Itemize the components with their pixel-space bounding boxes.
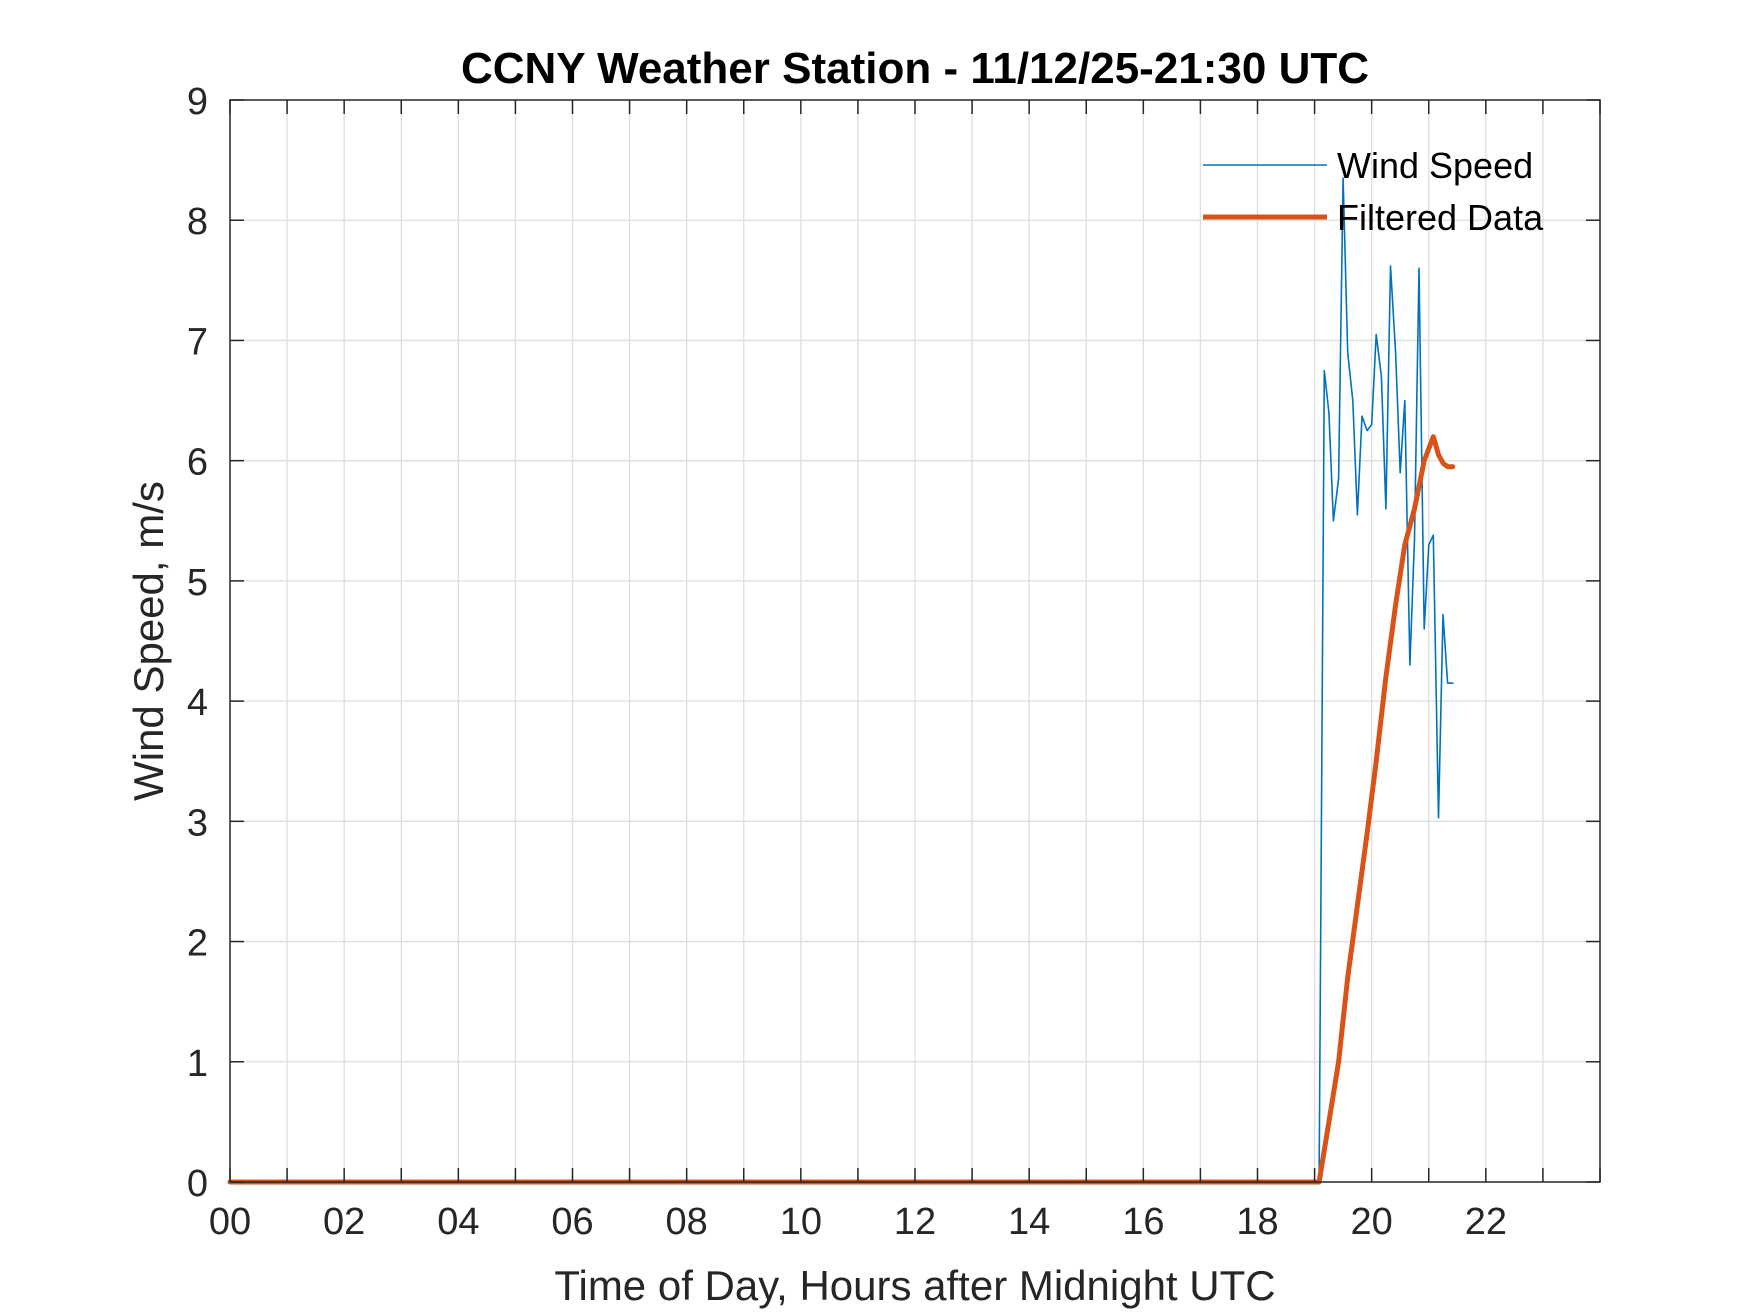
x-tick-label: 00 — [209, 1201, 251, 1243]
x-tick-label: 22 — [1465, 1201, 1507, 1243]
x-tick-label: 14 — [1008, 1201, 1050, 1243]
x-tick-label: 16 — [1122, 1201, 1164, 1243]
x-tick-label: 12 — [894, 1201, 936, 1243]
y-tick-label: 3 — [187, 802, 208, 844]
y-tick-label: 1 — [187, 1043, 208, 1085]
y-tick-label: 8 — [187, 201, 208, 243]
series-layer — [227, 177, 1456, 1185]
y-tick-label: 5 — [187, 562, 208, 604]
y-tick-label: 4 — [187, 682, 208, 724]
grid-layer — [230, 100, 1600, 1182]
y-tick-label: 6 — [187, 442, 208, 484]
tick-layer — [229, 99, 1601, 1183]
series-line-filtered-data — [227, 434, 1456, 1185]
y-tick-label: 7 — [187, 321, 208, 363]
x-axis-label: Time of Day, Hours after Midnight UTC — [554, 1262, 1275, 1309]
legend-label-wind-speed: Wind Speed — [1337, 145, 1533, 186]
chart-title: CCNY Weather Station - 11/12/25-21:30 UT… — [461, 44, 1369, 93]
x-tick-label: 10 — [780, 1201, 822, 1243]
legend-label-filtered-data: Filtered Data — [1337, 197, 1544, 238]
x-tick-label: 02 — [323, 1201, 365, 1243]
x-tick-label: 20 — [1351, 1201, 1393, 1243]
series-line-wind-speed — [229, 177, 1454, 1183]
y-tick-label: 2 — [187, 923, 208, 965]
legend: Wind Speed Filtered Data — [1203, 145, 1544, 238]
x-tick-label: 04 — [437, 1201, 479, 1243]
x-tick-label: 08 — [666, 1201, 708, 1243]
y-tick-label: 9 — [187, 81, 208, 123]
y-axis-label: Wind Speed, m/s — [125, 481, 172, 801]
x-tick-label: 18 — [1236, 1201, 1278, 1243]
x-tick-label: 06 — [551, 1201, 593, 1243]
y-tick-label: 0 — [187, 1163, 208, 1205]
